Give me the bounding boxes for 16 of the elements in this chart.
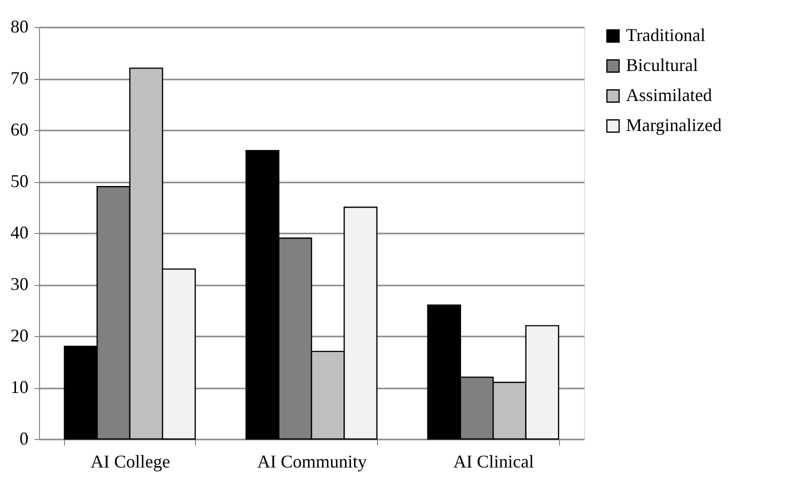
y-tick-label: 60: [10, 120, 28, 140]
legend-label: Bicultural: [626, 55, 698, 75]
legend-label: Assimilated: [626, 85, 712, 105]
y-tick-label: 40: [10, 222, 28, 242]
y-tick-label: 10: [10, 377, 28, 397]
y-tick-label: 0: [20, 428, 28, 448]
y-tick-label: 20: [10, 326, 28, 346]
x-tick-label: AI Community: [257, 452, 367, 472]
legend-label: Traditional: [626, 25, 706, 45]
x-tick-label: AI College: [90, 452, 170, 472]
x-tick-label: AI Clinical: [453, 452, 534, 472]
y-tick-label: 70: [10, 68, 28, 88]
legend-label: Marginalized: [626, 115, 722, 135]
y-tick-label: 80: [10, 16, 28, 36]
y-tick-label: 50: [10, 171, 28, 191]
y-tick-label: 30: [10, 274, 28, 294]
